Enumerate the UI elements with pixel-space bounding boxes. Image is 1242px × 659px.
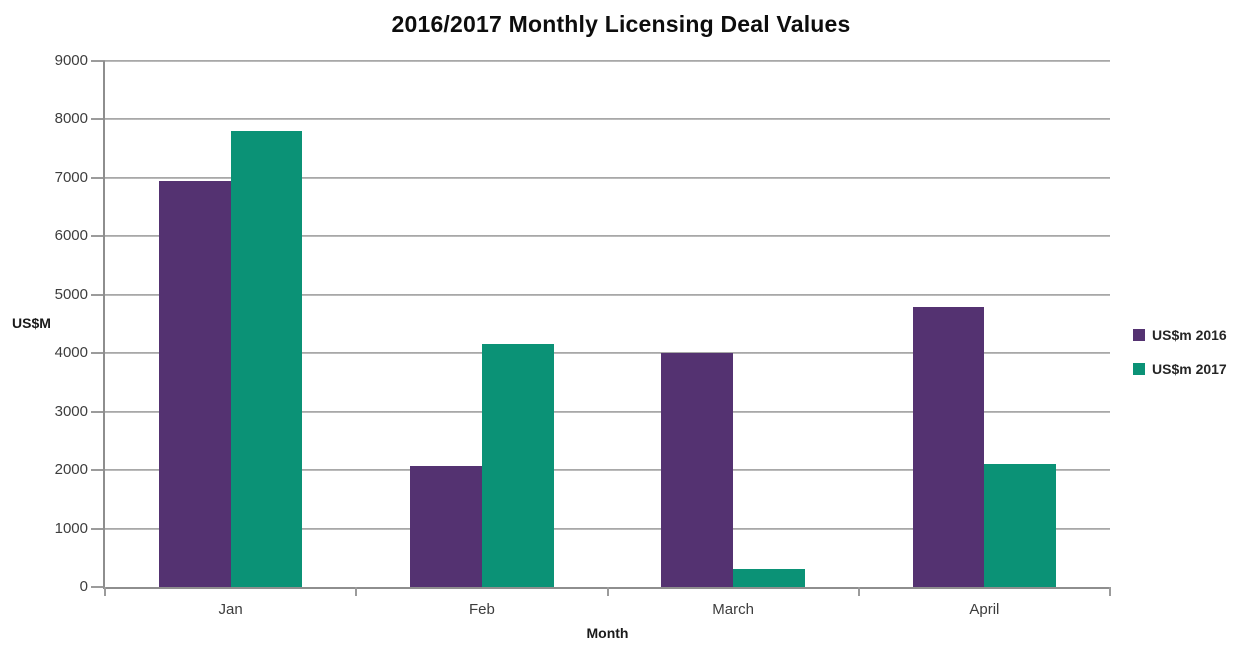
y-axis-tick-0 bbox=[91, 586, 105, 588]
y-tick-label-5000: 5000 bbox=[54, 285, 88, 303]
gridline-8000 bbox=[105, 118, 1110, 121]
bar-us-m-2016-feb bbox=[410, 466, 482, 587]
gridline-2000 bbox=[105, 469, 1110, 472]
gridline-7000 bbox=[105, 176, 1110, 179]
y-tick-label-6000: 6000 bbox=[54, 227, 88, 245]
x-axis-tick-0 bbox=[104, 587, 106, 596]
y-tick-label-8000: 8000 bbox=[54, 110, 88, 128]
y-axis-tick-6000 bbox=[91, 235, 105, 238]
legend: US$m 2016 US$m 2017 bbox=[1133, 327, 1227, 395]
x-tick-label-feb: Feb bbox=[468, 601, 495, 618]
y-tick-label-1000: 1000 bbox=[54, 519, 88, 537]
y-tick-label-2000: 2000 bbox=[54, 461, 88, 479]
bar-us-m-2016-jan bbox=[158, 180, 231, 587]
y-axis-tick-4000 bbox=[91, 352, 105, 355]
y-tick-label-0: 0 bbox=[79, 578, 88, 595]
bar-us-m-2017-march bbox=[733, 569, 805, 587]
legend-label: US$m 2016 bbox=[1152, 327, 1227, 343]
x-axis-tick-4 bbox=[1109, 587, 1111, 596]
bar-us-m-2017-jan bbox=[230, 131, 303, 587]
gridline-3000 bbox=[105, 410, 1110, 413]
x-tick-label-march: March bbox=[712, 601, 754, 618]
y-tick-label-4000: 4000 bbox=[54, 344, 88, 362]
x-tick-label-april: April bbox=[969, 601, 1000, 618]
y-axis-title: US$M bbox=[12, 315, 51, 331]
x-axis-tick-2 bbox=[606, 587, 609, 596]
legend-label: US$m 2017 bbox=[1152, 361, 1227, 377]
y-axis-tick-3000 bbox=[91, 410, 105, 413]
y-axis-tick-5000 bbox=[91, 293, 105, 296]
gridline-6000 bbox=[105, 235, 1110, 238]
bar-us-m-2016-march bbox=[661, 353, 734, 587]
x-axis-tick-1 bbox=[355, 587, 358, 596]
legend-swatch-icon bbox=[1133, 329, 1145, 341]
bar-us-m-2017-feb bbox=[481, 343, 554, 587]
legend-item-us-m-2016: US$m 2016 bbox=[1133, 327, 1227, 343]
legend-item-us-m-2017: US$m 2017 bbox=[1133, 361, 1227, 377]
y-tick-label-7000: 7000 bbox=[54, 168, 88, 186]
x-axis-title: Month bbox=[586, 625, 629, 641]
legend-swatch-icon bbox=[1133, 363, 1145, 375]
x-tick-label-jan: Jan bbox=[218, 601, 243, 618]
y-axis-line bbox=[103, 61, 105, 589]
y-axis-tick-1000 bbox=[91, 527, 105, 530]
y-axis-tick-9000 bbox=[91, 60, 105, 62]
gridline-9000 bbox=[105, 60, 1110, 62]
y-axis-tick-8000 bbox=[91, 118, 105, 121]
y-axis-tick-7000 bbox=[91, 176, 105, 179]
bar-us-m-2016-april bbox=[912, 307, 985, 587]
y-tick-label-3000: 3000 bbox=[54, 402, 88, 420]
x-axis-tick-3 bbox=[857, 587, 860, 596]
y-tick-label-9000: 9000 bbox=[54, 52, 88, 69]
gridline-5000 bbox=[105, 293, 1110, 296]
y-axis-tick-2000 bbox=[91, 469, 105, 472]
gridline-1000 bbox=[105, 527, 1110, 530]
bar-us-m-2017-april bbox=[984, 463, 1057, 587]
gridline-4000 bbox=[105, 352, 1110, 355]
chart-title: 2016/2017 Monthly Licensing Deal Values bbox=[391, 11, 851, 37]
